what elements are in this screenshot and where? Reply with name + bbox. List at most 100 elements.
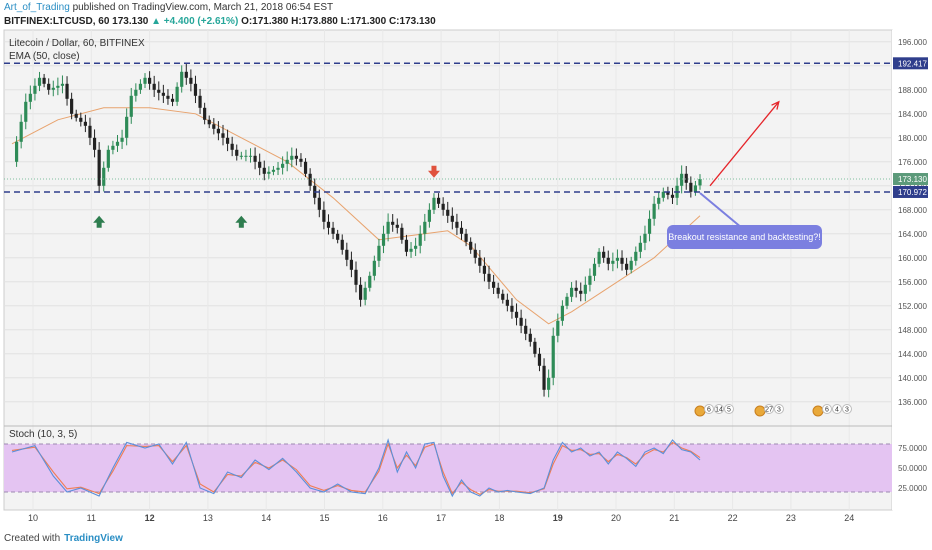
tradingview-logo[interactable]: TradingView xyxy=(64,533,123,544)
candle-body xyxy=(547,377,551,390)
candle-body xyxy=(579,290,583,294)
event-badge-count: 6 xyxy=(825,407,829,414)
event-badge-icon xyxy=(832,404,842,414)
price-tick-label: 180.000 xyxy=(898,134,927,143)
candle-body xyxy=(432,197,436,210)
candle-body xyxy=(510,305,514,312)
candle-body xyxy=(414,245,418,249)
candle-body xyxy=(239,155,243,157)
annotation-callout[interactable]: Breakout resistance and backtesting?! xyxy=(667,225,822,249)
time-tick-label: 16 xyxy=(378,513,388,523)
price-tick-label: 184.000 xyxy=(898,110,927,119)
candle-body xyxy=(670,194,675,198)
last-price-text: 173.130 xyxy=(112,16,149,27)
event-badges[interactable]: 6 14 5 27 3 6 4 3 xyxy=(694,404,852,417)
candle-body xyxy=(37,77,42,86)
candle-body xyxy=(88,125,92,138)
time-tick-label: 24 xyxy=(844,513,854,523)
target-arrow-head-icon xyxy=(771,100,780,110)
time-tick-label: 19 xyxy=(553,513,563,523)
candle-body xyxy=(501,293,505,300)
candle-body xyxy=(482,265,487,274)
price-axis xyxy=(892,30,928,510)
candle-body xyxy=(349,259,354,270)
price-tick-label: 140.000 xyxy=(898,374,927,383)
time-tick-label: 14 xyxy=(261,513,271,523)
stoch-pane: 25.0000 50.0000 75.0000 xyxy=(4,425,927,498)
candle-body xyxy=(377,245,381,261)
candle-body xyxy=(441,203,445,210)
candle-body xyxy=(629,260,633,270)
candle-body xyxy=(221,133,225,138)
candle-body xyxy=(698,179,702,186)
candle-body xyxy=(267,171,271,174)
candle-body xyxy=(97,149,101,186)
horizontal-levels[interactable]: 192.417 170.972 173.130 xyxy=(4,57,928,198)
last-price-tag xyxy=(893,173,928,186)
candle-body xyxy=(602,251,606,258)
candle-body xyxy=(285,159,289,164)
chart-background xyxy=(3,29,893,511)
candle-body xyxy=(528,333,532,342)
candle-body xyxy=(556,320,560,336)
candle-body xyxy=(326,221,331,228)
candle-body xyxy=(634,251,638,261)
candle-body xyxy=(244,155,248,157)
candle-body xyxy=(157,89,161,93)
candle-body xyxy=(166,95,170,99)
event-badge-icon xyxy=(764,404,774,414)
candle-body xyxy=(336,233,340,240)
candle-body xyxy=(381,233,386,246)
candle-body xyxy=(230,143,234,150)
candle-body xyxy=(28,93,32,102)
candle-body xyxy=(611,260,615,264)
candle-body xyxy=(597,251,601,264)
candle-body xyxy=(189,77,193,84)
candle-body xyxy=(391,221,395,225)
author-link[interactable]: Art_of_Trading xyxy=(4,2,70,13)
grid-lines xyxy=(4,30,892,510)
event-badge-count: 4 xyxy=(835,407,839,414)
candle-body xyxy=(51,87,55,90)
candle-body xyxy=(125,116,129,138)
candle-body xyxy=(253,155,257,162)
candle-body xyxy=(657,197,661,204)
candle-body xyxy=(47,83,51,90)
candle-body xyxy=(689,182,693,192)
candle-body xyxy=(235,149,239,156)
callout-pointer xyxy=(699,192,743,229)
candle-body xyxy=(70,98,74,114)
candle-body xyxy=(111,145,115,150)
time-tick-label: 11 xyxy=(87,513,96,523)
event-flag-icon xyxy=(812,405,824,417)
event-badge-icon xyxy=(842,404,852,414)
time-tick-label: 18 xyxy=(494,513,504,523)
candle-body xyxy=(184,71,188,78)
candle-body xyxy=(276,167,280,170)
candle-body xyxy=(647,218,652,234)
candle-body xyxy=(409,248,413,252)
candle-body xyxy=(161,92,165,96)
price-tick-label: 196.000 xyxy=(898,38,927,47)
time-tick-label: 10 xyxy=(28,513,38,523)
green-up-arrow-icon xyxy=(235,215,248,228)
change-text: ▲ +4.400 (+2.61%) xyxy=(151,16,239,27)
stoch-k-line xyxy=(11,438,701,498)
candle-body xyxy=(524,325,528,334)
candle-body xyxy=(661,191,665,198)
event-badge-icon xyxy=(714,404,724,414)
candle-body xyxy=(519,317,523,326)
candle-body xyxy=(395,224,399,228)
candle-body xyxy=(620,257,624,264)
time-tick-label: 20 xyxy=(611,513,621,523)
candle-body xyxy=(19,121,23,142)
candle-body xyxy=(574,287,578,291)
price-tick-label: 188.000 xyxy=(898,86,927,95)
candle-body xyxy=(24,101,28,122)
event-badge-count: 3 xyxy=(777,407,781,414)
event-badge-count: 6 xyxy=(707,407,711,414)
last-price-text: 173.130 xyxy=(898,175,927,184)
candle-body xyxy=(225,137,230,144)
candle-body xyxy=(14,141,19,162)
